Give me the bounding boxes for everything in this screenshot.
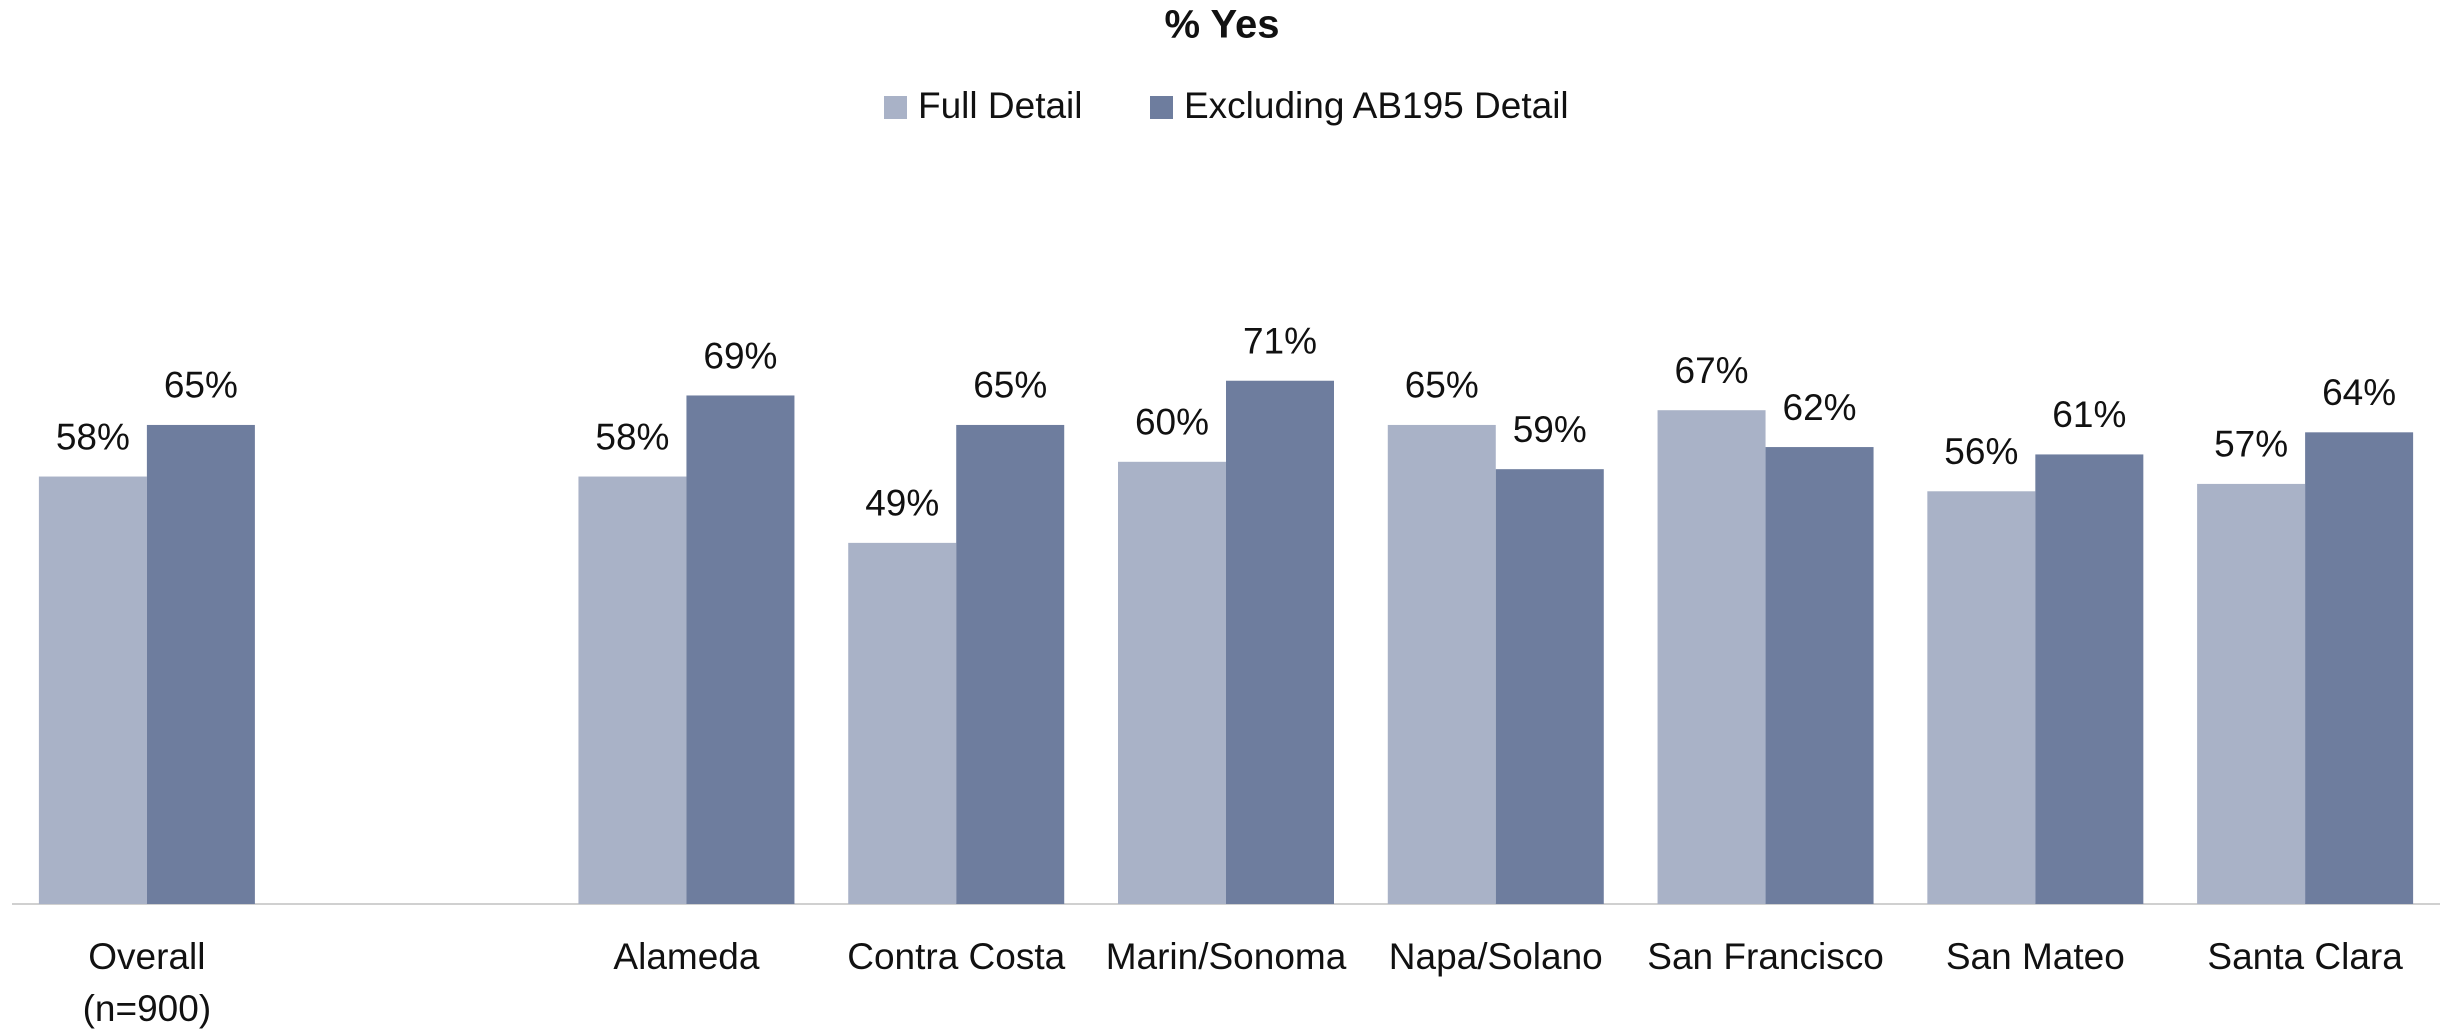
bar [1765,447,1874,904]
bar [686,395,795,904]
chart-title: % Yes [1165,3,1280,47]
x-tick-label: Contra Costa [847,936,1065,977]
x-tick-label: Alameda [613,936,759,977]
x-tick-label: Marin/Sonoma [1106,936,1347,977]
bar [38,476,147,904]
bar [2197,483,2306,904]
data-label: 69% [703,335,777,376]
data-label: 64% [2322,372,2396,413]
data-label: 62% [1783,387,1857,428]
data-label: 49% [865,483,939,524]
data-label: 60% [1135,402,1209,443]
data-label: 58% [595,416,669,457]
bar [2305,432,2414,904]
data-label: 67% [1675,350,1749,391]
x-tick-label: Napa/Solano [1389,936,1603,977]
bar [848,542,957,904]
data-label: 71% [1243,321,1317,362]
bar [146,424,255,904]
bar [1226,380,1334,905]
x-tick-label: San Francisco [1647,936,1884,977]
legend-swatch [884,96,907,119]
bar [578,476,687,904]
x-tick-label: Overall (n=900) [83,936,212,1029]
bar [1657,410,1766,904]
data-label: 59% [1513,409,1587,450]
bar [1118,461,1226,904]
data-label: 58% [56,416,130,457]
bar [956,424,1065,904]
legend-label: Excluding AB195 Detail [1184,85,1569,126]
data-label: 65% [164,365,238,406]
bar [2035,454,2144,904]
bar [1927,491,2036,904]
legend-swatch [1150,96,1173,119]
data-label: 65% [973,365,1047,406]
bar [1495,469,1604,904]
x-tick-label: Santa Clara [2207,936,2403,977]
data-label: 65% [1405,365,1479,406]
x-tick-label: San Mateo [1946,936,2125,977]
legend-label: Full Detail [918,85,1083,126]
data-label: 61% [2052,394,2126,435]
bar [1387,424,1496,904]
data-label: 56% [1944,431,2018,472]
data-label: 57% [2214,424,2288,465]
